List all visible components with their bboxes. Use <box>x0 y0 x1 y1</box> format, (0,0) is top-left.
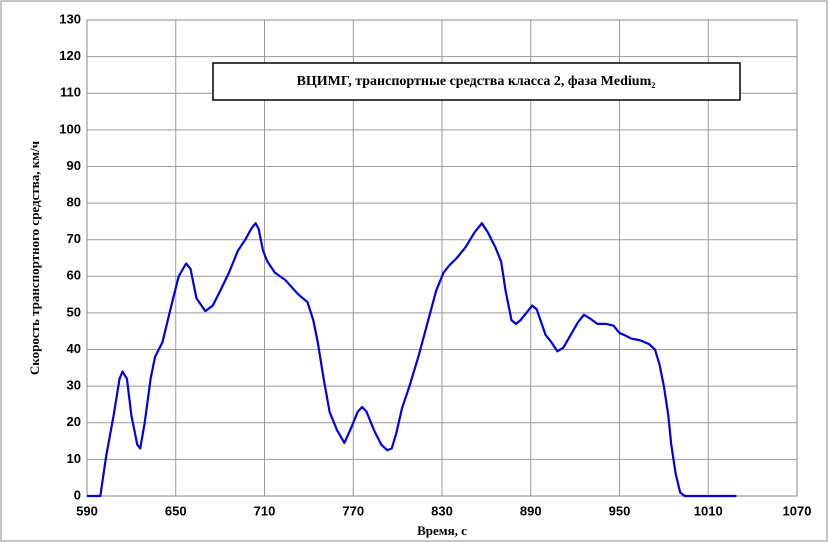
chart-title: ВЦИМГ, транспортные средства класса 2, ф… <box>297 74 656 89</box>
y-tick-label: 110 <box>60 85 81 100</box>
y-tick-label: 60 <box>67 268 81 283</box>
x-tick-label: 710 <box>254 503 276 518</box>
x-tick-label: 590 <box>76 503 98 518</box>
y-tick-label: 120 <box>59 48 81 63</box>
x-tick-label: 1070 <box>783 503 812 518</box>
y-tick-label: 0 <box>74 487 81 502</box>
x-axis-label: Время, с <box>417 523 467 538</box>
x-tick-label: 890 <box>520 503 542 518</box>
y-tick-label: 30 <box>67 378 81 393</box>
y-tick-label: 70 <box>67 231 81 246</box>
x-tick-label: 950 <box>609 503 631 518</box>
x-tick-label: 830 <box>431 503 453 518</box>
x-tick-label: 1010 <box>694 503 723 518</box>
y-tick-label: 20 <box>67 414 81 429</box>
title-box <box>212 62 741 101</box>
y-axis-label: Скорость транспортного средства, км/ч <box>27 141 42 375</box>
y-tick-label: 10 <box>67 451 81 466</box>
y-tick-label: 50 <box>67 304 81 319</box>
plot-area <box>86 19 798 497</box>
y-tick-label: 90 <box>67 158 81 173</box>
x-tick-label: 650 <box>165 503 187 518</box>
data-line <box>87 222 737 498</box>
y-tick-label: 130 <box>59 11 81 26</box>
x-tick-label: 770 <box>342 503 364 518</box>
y-tick-label: 100 <box>59 121 81 136</box>
y-tick-label: 80 <box>67 195 81 210</box>
y-tick-label: 40 <box>67 341 81 356</box>
